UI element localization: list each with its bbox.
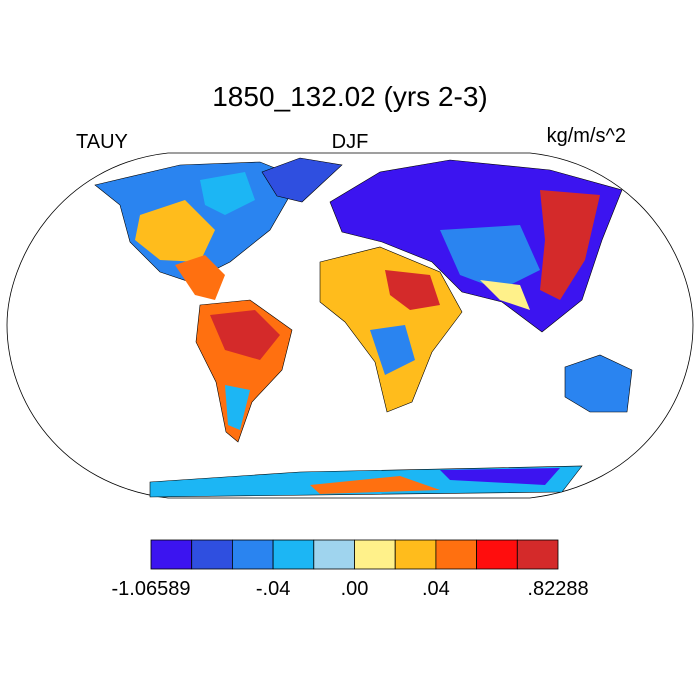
season-label: DJF [332, 131, 369, 153]
south-america-patch [210, 310, 280, 360]
north-america-patch [135, 200, 215, 262]
africa-patch [370, 325, 415, 375]
eurasia-patch [480, 280, 530, 310]
africa-patch [385, 270, 440, 310]
map [6, 152, 694, 499]
antarctica-patch [440, 468, 560, 485]
land [94, 157, 633, 498]
eurasia-patch [440, 225, 540, 290]
australia [564, 354, 633, 413]
colorbar-swatch [231, 539, 274, 570]
colorbar-swatch [150, 539, 193, 570]
colorbar: -1.06589 -.04 .00 .04 .82288 [112, 539, 589, 600]
greenland [261, 157, 343, 203]
colorbar-label: .00 [341, 578, 369, 600]
map-title: 1850_132.02 (yrs 2-3) [212, 81, 488, 112]
colorbar-swatch [354, 539, 396, 570]
antarctica-patch [310, 476, 440, 494]
colorbar-label: .82288 [527, 578, 588, 600]
colorbar-label: -.04 [256, 578, 290, 600]
colorbar-swatch [272, 539, 315, 570]
colorbar-swatch [394, 539, 437, 570]
colorbar-label: .04 [422, 578, 450, 600]
colorbar-label: -1.06589 [112, 578, 191, 600]
units-label: kg/m/s^2 [547, 125, 626, 147]
colorbar-swatch [516, 539, 559, 570]
south-america-patch [225, 385, 250, 430]
eurasia-patch [540, 190, 600, 300]
variable-label: TAUY [76, 131, 128, 153]
north-america-patch [175, 255, 225, 300]
colorbar-swatch [435, 539, 477, 570]
colorbar-swatch [191, 539, 233, 570]
colorbar-swatch [313, 539, 355, 570]
colorbar-swatch [476, 539, 518, 570]
north-america-patch [200, 172, 255, 215]
